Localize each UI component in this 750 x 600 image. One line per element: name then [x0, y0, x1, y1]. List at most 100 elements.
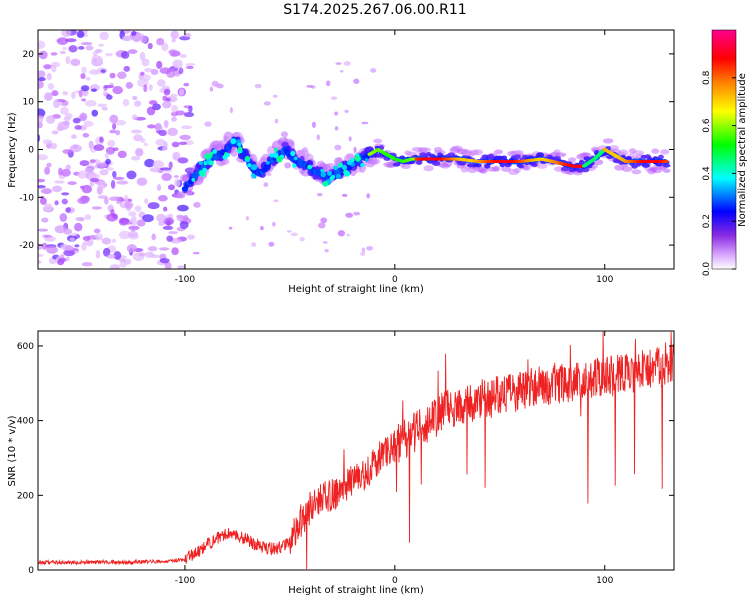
noise-blob — [144, 158, 155, 168]
noise-blob — [82, 235, 91, 241]
noise-blob — [46, 115, 56, 124]
signal-hotspot — [245, 155, 250, 161]
signal-hotspot — [247, 163, 252, 168]
noise-blob — [99, 31, 109, 41]
noise-blob — [156, 213, 166, 223]
noise-blob — [164, 261, 172, 269]
noise-blob — [109, 264, 121, 269]
signal-hotspot — [341, 164, 348, 171]
noise-blob — [144, 67, 153, 73]
noise-blob — [286, 230, 292, 233]
signal-blob — [401, 164, 411, 170]
noise-blob — [113, 251, 122, 260]
colorbar-tick-label: 0.6 — [702, 118, 712, 133]
noise-blob — [135, 148, 144, 157]
signal-blob — [536, 163, 548, 169]
noise-blob — [128, 211, 137, 217]
noise-blob — [136, 219, 146, 227]
noise-blob — [108, 196, 121, 202]
noise-blob — [84, 214, 92, 221]
figure-title: S174.2025.267.06.00.R11 — [283, 2, 466, 18]
signal-hotspot — [329, 176, 334, 181]
noise-blob — [77, 197, 89, 205]
signal-hotspot — [360, 162, 365, 168]
noise-blob — [126, 244, 137, 253]
signal-hotspot — [237, 146, 243, 152]
noise-blob — [141, 58, 150, 67]
noise-blob — [335, 62, 342, 65]
noise-blob — [163, 88, 171, 96]
signal-blob — [479, 168, 488, 174]
noise-blob — [179, 220, 189, 230]
noise-blob — [179, 88, 185, 96]
noise-blob — [42, 139, 53, 145]
noise-blob — [64, 38, 77, 43]
signal-hotspot — [292, 163, 297, 168]
signal-hotspot — [198, 160, 203, 165]
noise-blob — [93, 228, 101, 234]
noise-blob — [44, 166, 51, 175]
noise-blob — [80, 185, 85, 189]
colorbar-tick-label: 0.4 — [702, 166, 712, 181]
noise-blob — [185, 65, 194, 70]
signal-blob — [583, 156, 592, 162]
noise-blob — [168, 49, 177, 55]
signal-blob — [658, 154, 664, 160]
noise-blob — [183, 215, 189, 222]
noise-blob — [131, 30, 137, 36]
noise-blob — [163, 217, 175, 226]
noise-blob — [171, 38, 176, 43]
noise-blob — [38, 40, 46, 50]
noise-blob — [70, 58, 81, 67]
noise-blob — [81, 242, 87, 252]
noise-blob — [74, 222, 83, 232]
noise-blob — [104, 152, 110, 159]
noise-blob — [128, 225, 140, 231]
noise-blob — [254, 83, 262, 89]
noise-blob — [105, 158, 111, 165]
noise-blob — [132, 95, 138, 100]
noise-blob — [171, 116, 177, 122]
noise-blob — [100, 69, 106, 73]
noise-blob — [334, 144, 342, 151]
noise-blob — [147, 246, 158, 252]
noise-blob — [150, 68, 159, 75]
spectrogram-x-tick-label: -100 — [175, 275, 196, 285]
noise-blob — [46, 72, 52, 81]
noise-blob — [337, 230, 346, 237]
noise-blob — [163, 119, 169, 129]
noise-blob — [266, 172, 272, 177]
noise-blob — [147, 124, 156, 129]
noise-blob — [112, 147, 119, 152]
signal-blob — [531, 162, 538, 167]
noise-blob — [273, 199, 279, 203]
signal-blob — [422, 147, 432, 153]
noise-blob — [353, 211, 361, 216]
snr-plot-area — [38, 331, 674, 570]
noise-blob — [175, 110, 185, 116]
noise-blob — [116, 180, 129, 185]
noise-blob — [44, 92, 53, 101]
noise-blob — [155, 138, 166, 146]
noise-blob — [209, 86, 214, 92]
signal-hotspot — [237, 142, 242, 147]
noise-blob — [106, 254, 116, 259]
noise-blob — [79, 160, 90, 167]
signal-hotspot — [209, 160, 214, 166]
noise-blob — [109, 114, 119, 124]
noise-blob — [117, 71, 127, 80]
noise-blob — [91, 206, 102, 210]
noise-blob — [144, 198, 149, 205]
noise-blob — [341, 193, 348, 198]
noise-blob — [128, 49, 138, 55]
noise-blob — [179, 134, 191, 141]
snr-y-tick-label: 0 — [28, 566, 34, 576]
noise-blob — [245, 216, 249, 221]
noise-blob — [85, 45, 94, 51]
noise-blob — [133, 134, 143, 142]
signal-hotspot — [251, 173, 255, 178]
noise-blob — [72, 117, 81, 124]
noise-blob — [334, 111, 339, 116]
signal-blob — [660, 149, 670, 155]
noise-blob — [46, 162, 52, 168]
